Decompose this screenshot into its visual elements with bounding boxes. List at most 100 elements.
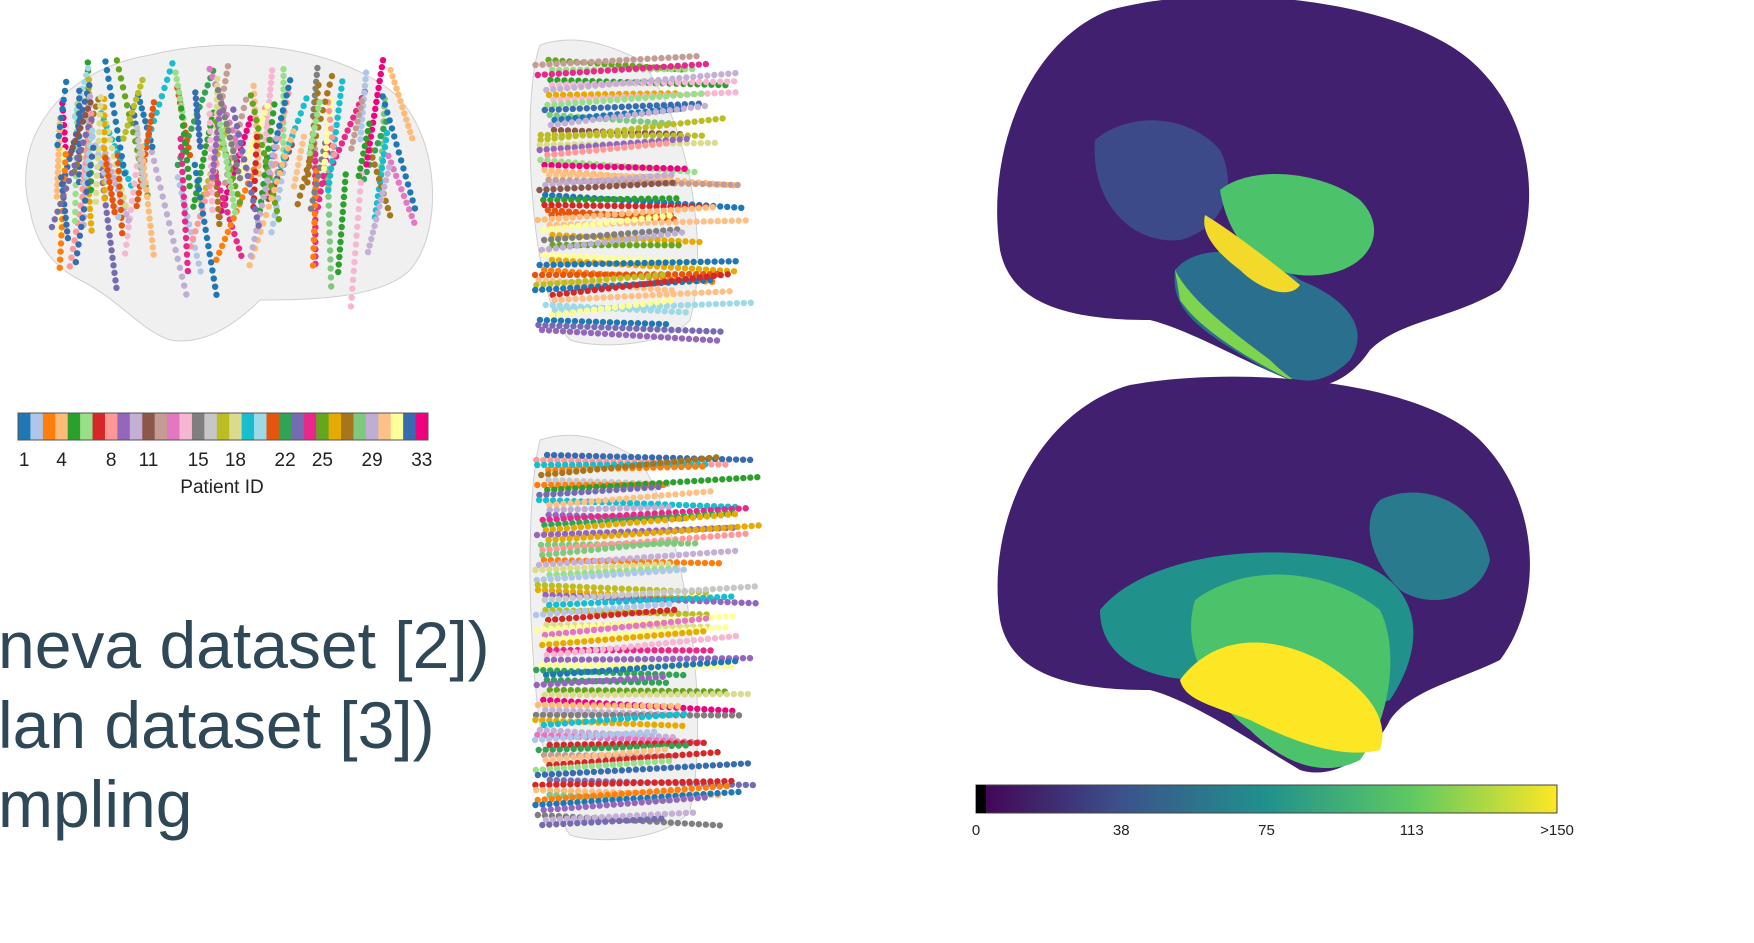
electrode-contact xyxy=(246,181,252,187)
electrode-contact xyxy=(641,748,647,754)
electrode-contact xyxy=(619,767,625,773)
electrode-contact xyxy=(570,629,576,635)
electrode-contact xyxy=(77,147,83,153)
electrode-contact xyxy=(715,218,721,224)
electrode-contact xyxy=(361,89,367,95)
electrode-contact xyxy=(675,786,681,792)
electrode-contact xyxy=(719,115,725,121)
electrode-contact xyxy=(228,184,234,190)
electrode-contact xyxy=(605,745,611,751)
electrode-contact xyxy=(575,764,581,770)
electrode-contact xyxy=(677,291,683,297)
electrode-contact xyxy=(585,523,591,529)
electrode-contact xyxy=(668,63,674,69)
electrode-contact xyxy=(393,173,399,179)
electrode-contact xyxy=(239,148,245,154)
electrode-contact xyxy=(718,549,724,555)
electrode-contact xyxy=(642,95,648,101)
electrode-contact xyxy=(339,140,345,146)
electrode-contact xyxy=(537,157,543,163)
electrode-contact xyxy=(564,261,570,267)
electrode-contact xyxy=(561,280,567,286)
electrode-contact xyxy=(661,620,667,626)
electrode-contact xyxy=(679,647,685,653)
electrode-contact xyxy=(62,208,68,214)
electrode-contact xyxy=(579,295,585,301)
electrode-contact xyxy=(583,163,589,169)
electrode-contact xyxy=(107,185,113,191)
electrode-contact xyxy=(644,119,650,125)
electrode-contact xyxy=(389,125,395,131)
electrode-contact xyxy=(649,454,655,460)
electrode-contact xyxy=(563,746,569,752)
electrode-contact xyxy=(76,103,82,109)
electrode-contact xyxy=(183,235,189,241)
electrode-contact xyxy=(546,662,552,668)
electrode-contact xyxy=(725,258,731,264)
electrode-contact xyxy=(113,285,119,291)
electrode-contact xyxy=(704,660,710,666)
electrode-contact xyxy=(268,160,274,166)
electrode-contact xyxy=(691,119,697,125)
electrode-contact xyxy=(666,212,672,218)
electrode-contact xyxy=(115,168,121,174)
electrode-contact xyxy=(541,532,547,538)
electrode-contact xyxy=(535,702,541,708)
electrode-contact xyxy=(647,209,653,215)
electrode-contact xyxy=(611,231,617,237)
electrode-contact xyxy=(714,337,720,343)
electrode-contact xyxy=(228,141,234,147)
electrode-contact xyxy=(556,70,562,76)
electrode-contact xyxy=(599,286,605,292)
electrode-contact xyxy=(634,749,640,755)
electrode-contact xyxy=(676,516,682,522)
electrode-contact xyxy=(591,745,597,751)
electrode-contact xyxy=(409,197,415,203)
electrode-contact xyxy=(705,117,711,123)
electrode-contact xyxy=(576,719,582,725)
electrode-contact xyxy=(235,168,241,174)
electrode-contact xyxy=(678,528,684,534)
electrode-contact xyxy=(669,663,675,669)
electrode-contact xyxy=(384,171,390,177)
electrode-contact xyxy=(722,712,728,718)
electrode-contact xyxy=(631,274,637,280)
electrode-contact xyxy=(544,452,550,458)
electrode-contact xyxy=(581,662,587,668)
electrode-contact xyxy=(620,182,626,188)
electrode-contact xyxy=(60,193,66,199)
electrode-contact xyxy=(114,127,120,133)
electrode-contact xyxy=(604,802,610,808)
electrode-contact xyxy=(605,104,611,110)
electrode-contact xyxy=(555,121,561,127)
electrode-contact xyxy=(598,626,604,632)
electrode-contact xyxy=(693,534,699,540)
electrode-contact xyxy=(65,235,71,241)
electrode-contact xyxy=(533,787,539,793)
electrode-contact xyxy=(639,203,645,209)
electrode-contact xyxy=(634,519,640,525)
electrode-contact xyxy=(684,478,690,484)
electrode-contact xyxy=(169,60,175,66)
electrode-contact xyxy=(606,81,612,87)
electrode-contact xyxy=(577,308,583,314)
electrode-contact xyxy=(620,556,626,562)
electrode-contact xyxy=(605,692,611,698)
electrode-contact xyxy=(741,523,747,529)
electrode-contact xyxy=(635,643,641,649)
electrode-contact xyxy=(702,103,708,109)
electrode-contact xyxy=(592,752,598,758)
electrode-contact xyxy=(682,742,688,748)
electrode-contact xyxy=(397,98,403,104)
electrode-contact xyxy=(356,112,362,118)
electrode-contact xyxy=(667,712,673,718)
electrode-contact xyxy=(673,672,679,678)
electrode-contact xyxy=(78,224,84,230)
electrode-contact xyxy=(536,147,542,153)
electrode-contact xyxy=(546,61,552,67)
electrode-contact xyxy=(675,327,681,333)
electrode-contact xyxy=(179,114,185,120)
electrode-contact xyxy=(338,85,344,91)
electrode-contact xyxy=(621,96,627,102)
electrode-contact xyxy=(136,190,142,196)
